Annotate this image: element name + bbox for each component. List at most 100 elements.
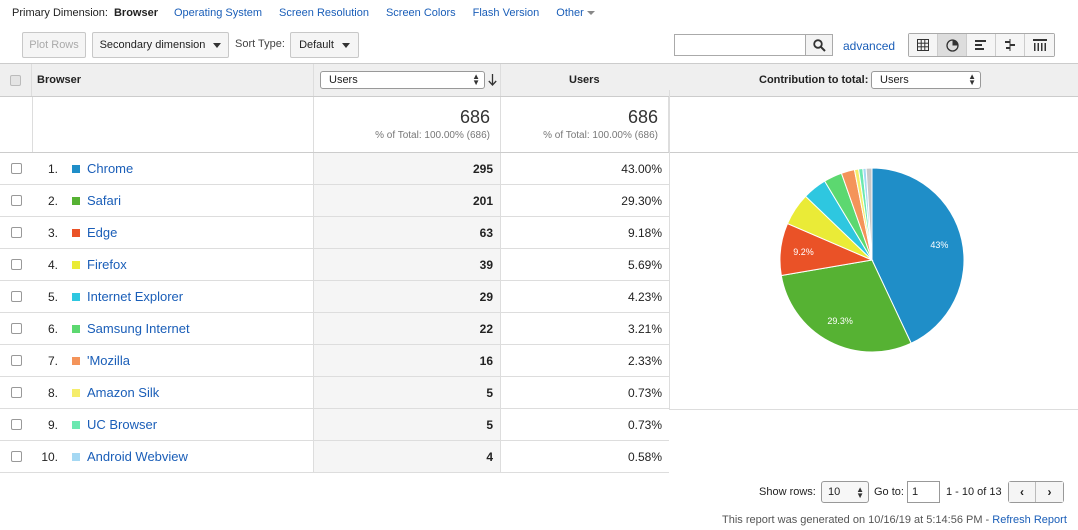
comparison-view-button[interactable]: [996, 34, 1025, 56]
browser-column-header[interactable]: Browser: [37, 74, 82, 86]
table-search-input[interactable]: [674, 34, 806, 56]
users-percent: 29.30%: [621, 193, 662, 208]
pie-slice-other[interactable]: [865, 167, 873, 261]
row-checkbox[interactable]: [11, 323, 22, 334]
users-total: 686: [627, 107, 658, 127]
row-checkbox[interactable]: [11, 163, 22, 174]
browser-name-link[interactable]: Android Webview: [87, 449, 188, 464]
dimension-flash-version[interactable]: Flash Version: [472, 7, 540, 19]
show-rows-select[interactable]: 10 ▲ ▼: [821, 481, 869, 503]
report-generated-note: This report was generated on 10/16/19 at…: [722, 514, 1067, 526]
contribution-select[interactable]: Users ▲ ▼: [871, 71, 981, 89]
row-checkbox[interactable]: [11, 387, 22, 398]
users-percent: 3.21%: [627, 321, 662, 336]
sort-type-label: Sort Type:: [235, 38, 285, 50]
performance-view-button[interactable]: [967, 34, 996, 56]
row-checkbox[interactable]: [11, 419, 22, 430]
browser-name-link[interactable]: Chrome: [87, 161, 134, 176]
table-view-button[interactable]: [909, 34, 938, 56]
series-color-swatch: [72, 292, 80, 301]
refresh-report-link[interactable]: Refresh Report: [992, 514, 1067, 526]
totals-metric-cell: 686 % of Total: 100.00% (686): [313, 97, 501, 152]
metric-select[interactable]: Users ▲ ▼: [320, 71, 485, 89]
browser-name-link[interactable]: Edge: [87, 225, 118, 240]
sort-type-value: Default: [299, 39, 334, 51]
browser-name-link[interactable]: Samsung Internet: [87, 321, 190, 336]
select-all-checkbox[interactable]: [10, 74, 21, 86]
users-percent: 5.69%: [627, 257, 662, 272]
pivot-icon: [1032, 39, 1047, 51]
metric-value: 39: [313, 249, 501, 280]
users-column-header[interactable]: Users: [569, 74, 600, 86]
chevron-left-icon: ‹: [1020, 485, 1024, 499]
row-checkbox[interactable]: [11, 355, 22, 366]
table-row: 8. Amazon Silk 5 0.73%: [0, 377, 669, 409]
pager: ‹ ›: [1008, 481, 1064, 503]
secondary-dimension-label: Secondary dimension: [99, 39, 206, 51]
pie-view-button[interactable]: [938, 34, 967, 56]
updown-icon: ▲ ▼: [856, 485, 864, 500]
browser-name-link[interactable]: 'Mozilla: [87, 353, 130, 368]
pie-chart-icon: [945, 38, 959, 52]
search-icon: [812, 38, 826, 52]
row-number: 8.: [47, 385, 58, 400]
series-color-swatch: [72, 356, 80, 365]
pivot-view-button[interactable]: [1025, 34, 1054, 56]
dimension-operating-system[interactable]: Operating System: [174, 7, 263, 19]
users-percent: 0.58%: [627, 449, 662, 464]
secondary-dimension-button[interactable]: Secondary dimension: [92, 32, 229, 58]
chevron-right-icon: ›: [1047, 485, 1052, 499]
dimension-screen-colors[interactable]: Screen Colors: [385, 7, 456, 19]
dimension-browser[interactable]: Browser: [113, 7, 158, 19]
users-percent: 4.23%: [627, 289, 662, 304]
row-checkbox-cell: [11, 345, 22, 376]
pie-slice-safari[interactable]: [780, 259, 912, 353]
row-checkbox[interactable]: [11, 227, 22, 238]
pie-slice-chrome[interactable]: [871, 167, 965, 344]
metric-value: 295: [313, 153, 501, 184]
previous-page-button[interactable]: ‹: [1009, 482, 1036, 502]
browser-name-link[interactable]: UC Browser: [87, 417, 158, 432]
users-percent: 9.18%: [627, 225, 662, 240]
plot-rows-button[interactable]: Plot Rows: [22, 32, 86, 58]
browser-name-link[interactable]: Internet Explorer: [87, 289, 184, 304]
table-row: 9. UC Browser 5 0.73%: [0, 409, 669, 441]
metric-value: 16: [313, 345, 501, 376]
goto-input[interactable]: 1: [907, 481, 940, 503]
table-row: 2. Safari 201 29.30%: [0, 185, 669, 217]
row-checkbox[interactable]: [11, 259, 22, 270]
series-color-swatch: [72, 260, 80, 269]
metric-value: 22: [313, 313, 501, 344]
search-button[interactable]: [805, 34, 833, 56]
browser-name-link[interactable]: Firefox: [87, 257, 127, 272]
row-checkbox[interactable]: [11, 195, 22, 206]
series-color-swatch: [72, 420, 80, 429]
updown-icon: ▲ ▼: [472, 72, 480, 87]
dimension-screen-resolution[interactable]: Screen Resolution: [279, 7, 369, 19]
view-switcher: [908, 33, 1055, 57]
row-checkbox[interactable]: [11, 291, 22, 302]
dimension-other-dropdown[interactable]: Other: [556, 7, 595, 19]
row-number: 3.: [47, 225, 58, 240]
row-range: 1 - 10 of 13: [946, 486, 1002, 498]
next-page-button[interactable]: ›: [1036, 482, 1063, 502]
metric-value: 201: [313, 185, 501, 216]
bar-chart-icon: [975, 40, 986, 50]
table-row: 5. Internet Explorer 29 4.23%: [0, 281, 669, 313]
totals-row: 686 % of Total: 100.00% (686) 686 % of T…: [0, 97, 1078, 153]
row-checkbox-cell: [11, 313, 22, 344]
table-row: 3. Edge 63 9.18%: [0, 217, 669, 249]
totals-users-cell: 686 % of Total: 100.00% (686): [501, 97, 669, 152]
metric-select-header: Users ▲ ▼: [313, 64, 501, 96]
sort-type-select[interactable]: Default: [290, 32, 359, 58]
advanced-link[interactable]: advanced: [843, 39, 896, 53]
row-checkbox-cell: [11, 377, 22, 408]
row-checkbox-cell: [11, 153, 22, 184]
metric-total: 686: [459, 107, 490, 127]
browser-name-link[interactable]: Amazon Silk: [87, 385, 160, 400]
row-checkbox[interactable]: [11, 451, 22, 462]
browser-name-link[interactable]: Safari: [87, 193, 121, 208]
metric-value: 63: [313, 217, 501, 248]
users-percent: 43.00%: [621, 161, 662, 176]
show-rows-value: 10: [828, 486, 841, 498]
